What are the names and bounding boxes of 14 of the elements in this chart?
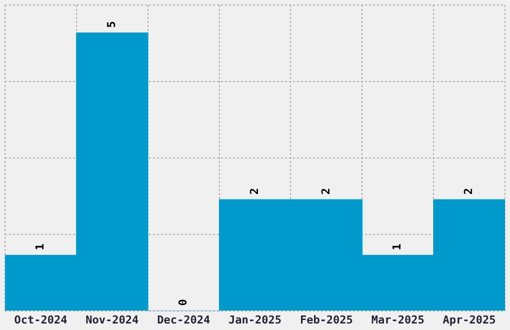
x-tick-label: Apr-2025 <box>442 313 496 326</box>
x-tick-label: Feb-2025 <box>300 313 353 326</box>
data-label: 1 <box>34 243 47 250</box>
data-label: 2 <box>248 188 261 195</box>
data-label: 2 <box>319 188 332 195</box>
x-tick-label: Mar-2025 <box>371 313 424 326</box>
x-tick-label: Jan-2025 <box>228 313 282 326</box>
data-label: 1 <box>390 243 404 250</box>
x-tick-label: Dec-2024 <box>157 313 210 326</box>
data-label: 0 <box>176 299 190 306</box>
x-tick-label: Nov-2024 <box>86 313 140 326</box>
data-label: 2 <box>462 188 476 195</box>
data-label: 5 <box>105 21 118 28</box>
x-tick-label: Oct-2024 <box>14 313 68 326</box>
